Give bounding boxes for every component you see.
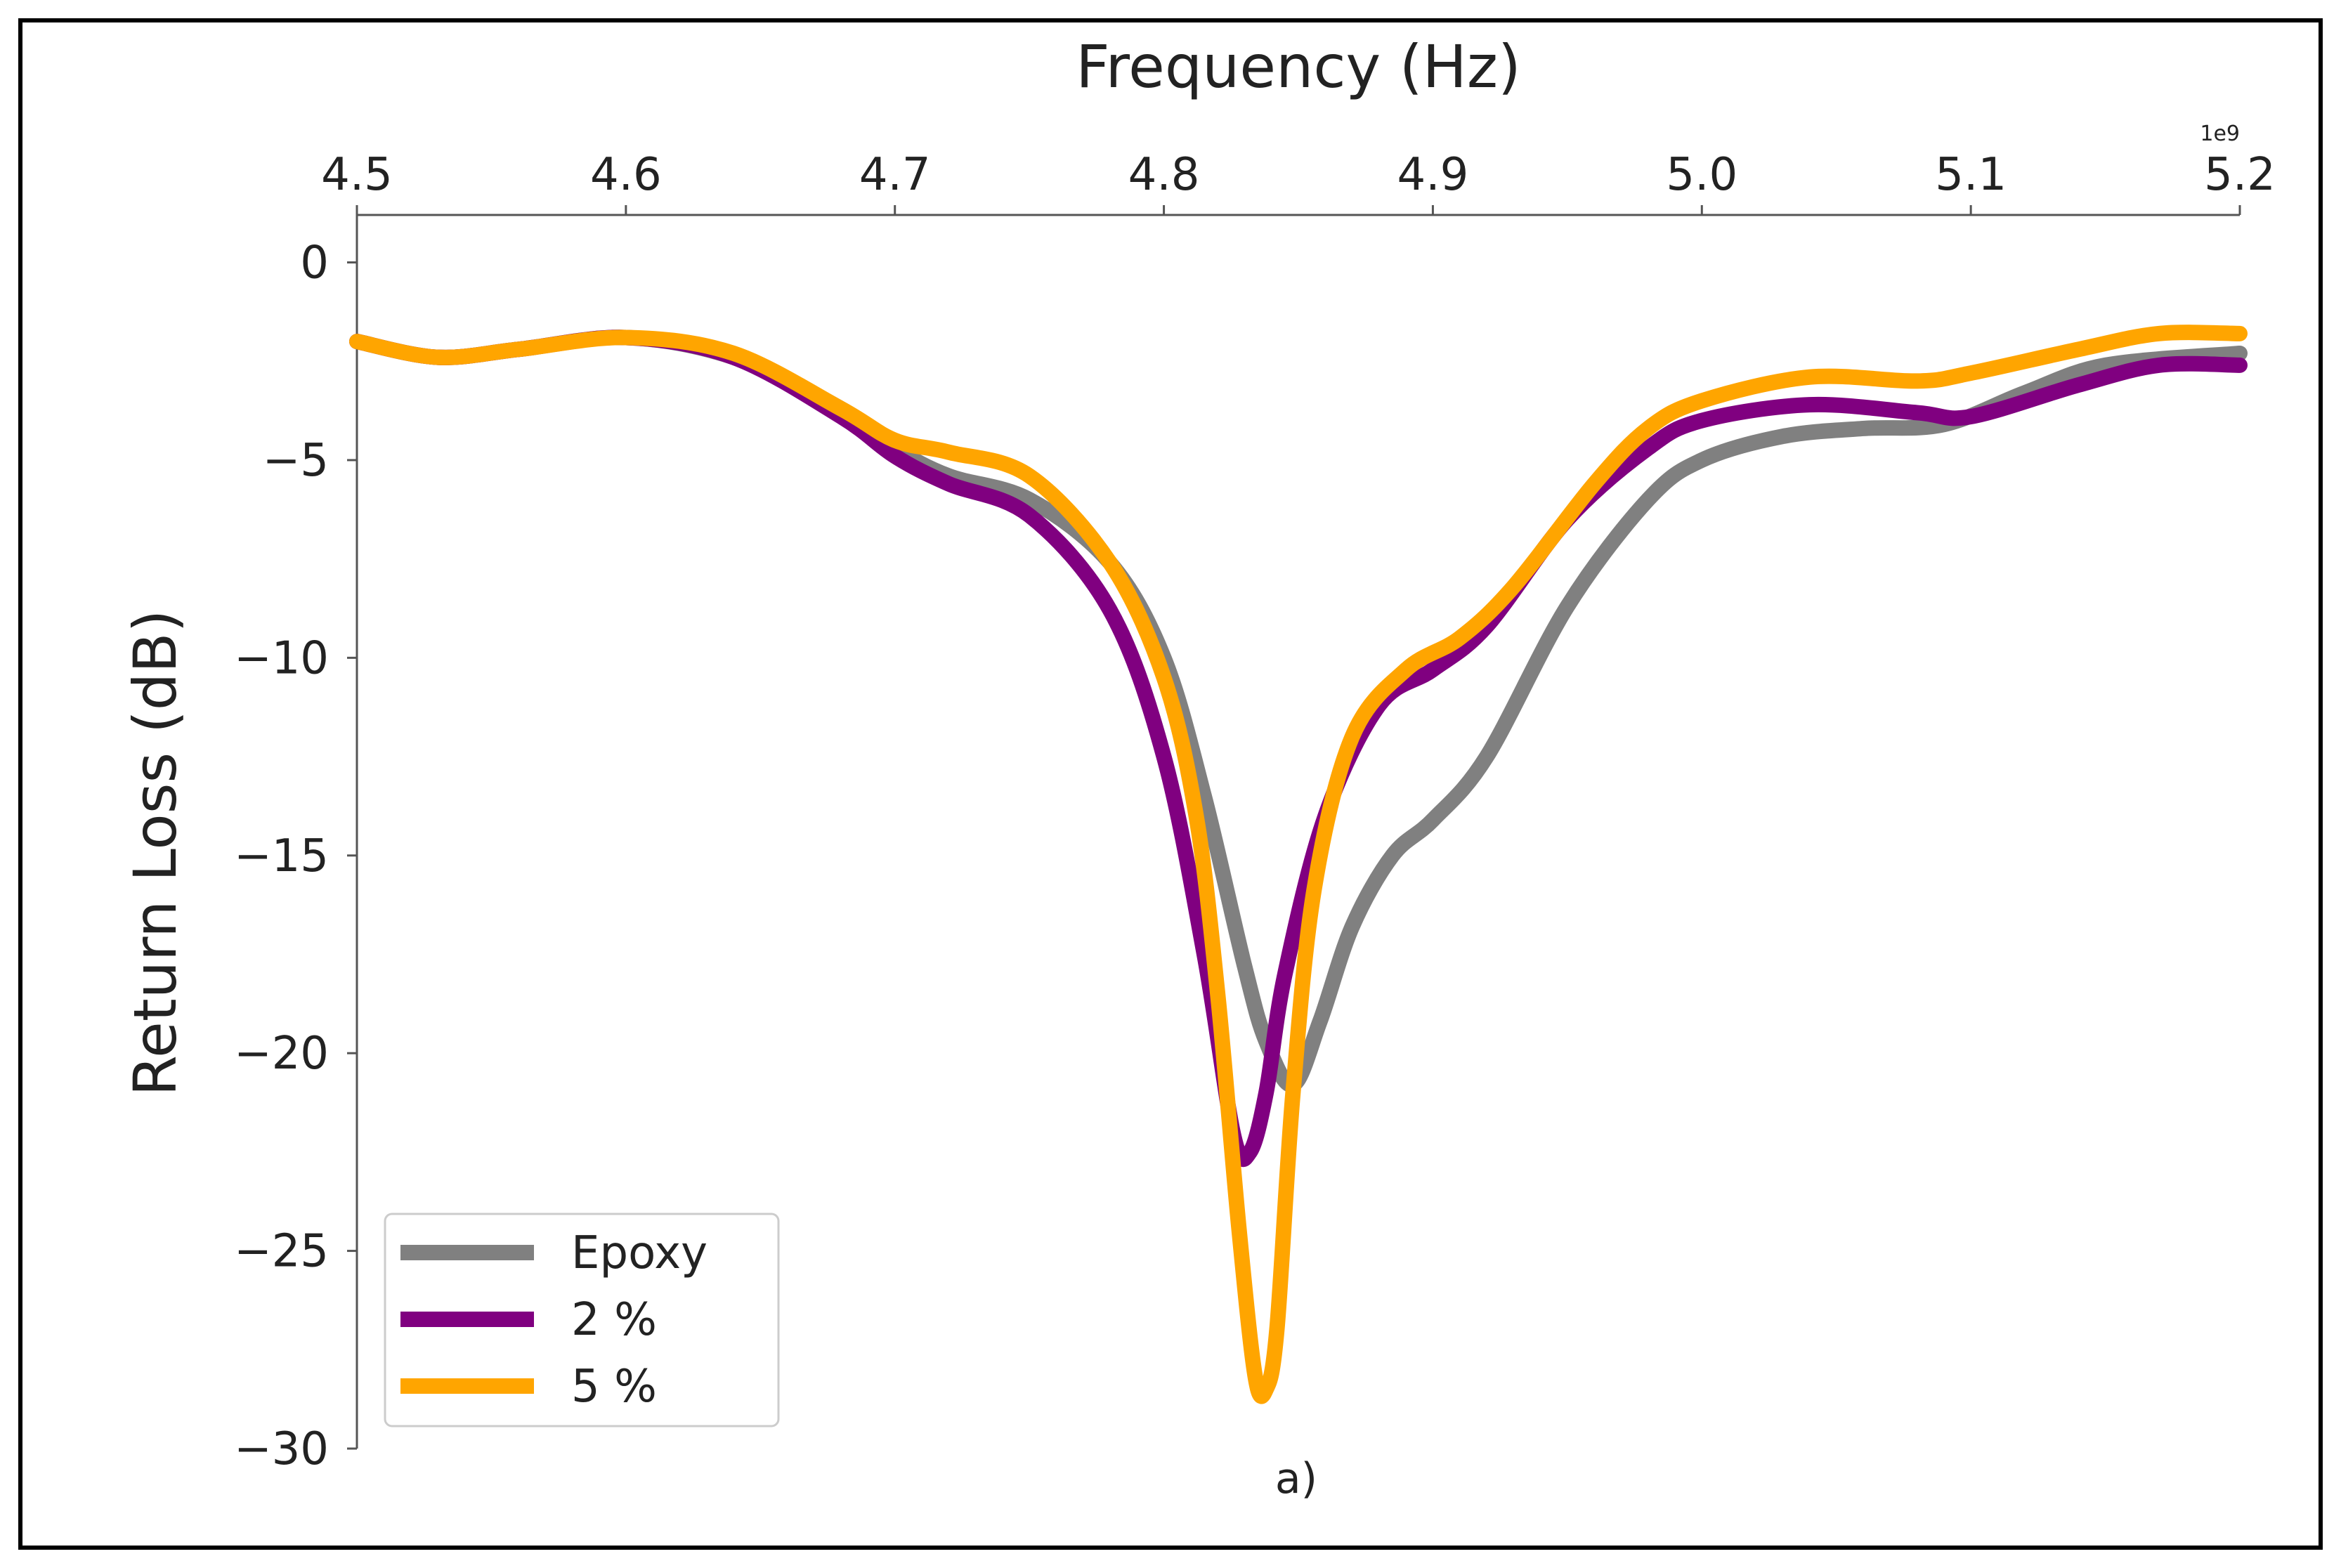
y-axis-label: Return Loss (dB)	[121, 610, 190, 1097]
y-tick-label: −10	[234, 632, 329, 684]
y-tick-label: 0	[300, 237, 329, 289]
x-tick-label: 4.8	[1128, 149, 1200, 201]
y-tick-label: −20	[234, 1028, 329, 1080]
x-tick-label: 4.6	[590, 149, 662, 201]
series-line-5	[349, 325, 2248, 1404]
legend-box	[384, 1213, 780, 1427]
x-tick-label: 5.0	[1666, 149, 1737, 201]
x-tick-label: 4.5	[321, 149, 393, 201]
x-axis-offset-label: 1e9	[2200, 122, 2240, 146]
legend-label: 5 %	[571, 1361, 657, 1413]
y-tick-label: −5	[263, 435, 329, 487]
y-tick-label: −30	[234, 1423, 329, 1475]
legend: Epoxy 2 % 5 %	[384, 1213, 780, 1427]
legend-label: Epoxy	[571, 1227, 707, 1279]
series-lines	[349, 325, 2248, 1404]
y-tick-label: −25	[234, 1226, 329, 1278]
figure-caption: a)	[1275, 1454, 1317, 1503]
x-axis-label: Frequency (Hz)	[1076, 32, 1520, 101]
axes-group: 4.5 4.6 4.7 4.8 4.9 5.0 5.1 5.2 0 −5 −10 −15 −20 −25 −…	[234, 149, 2276, 1475]
x-tick-label: 5.1	[1935, 149, 2007, 201]
x-tick-label: 4.9	[1397, 149, 1469, 201]
legend-label: 2 %	[571, 1294, 657, 1346]
x-tick-label: 5.2	[2204, 149, 2276, 201]
x-tick-label: 4.7	[859, 149, 931, 201]
y-tick-label: −15	[234, 830, 329, 882]
